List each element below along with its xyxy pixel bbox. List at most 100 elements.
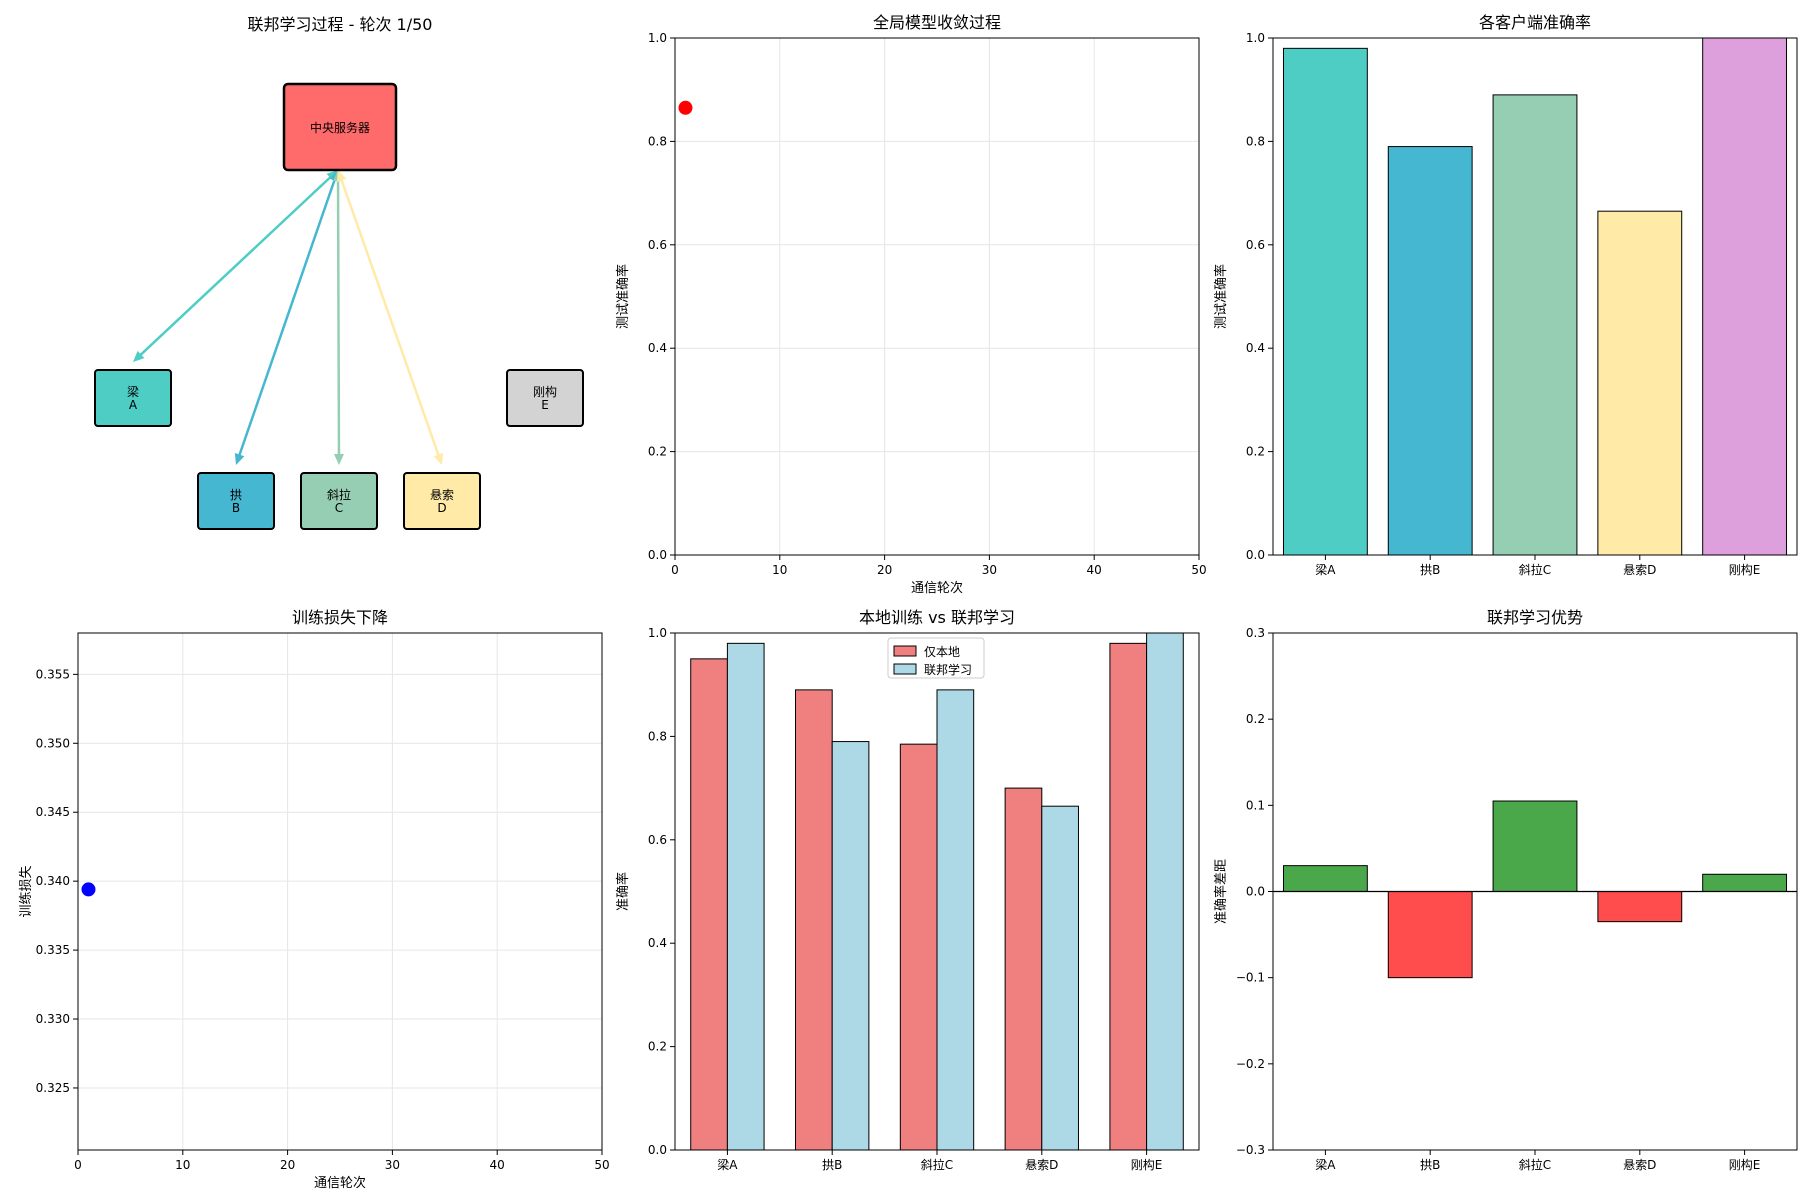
- local-vs-fed-chart-bar-federated: [936, 689, 975, 1151]
- arrow-to-client: [336, 169, 341, 457]
- client-accuracy-chart-title: 各客户端准确率: [1479, 13, 1591, 32]
- local-vs-fed-chart-category-label: 拱B: [822, 1158, 842, 1172]
- convergence-chart-point: [678, 100, 693, 115]
- client-node: [94, 369, 172, 427]
- loss-chart-xtick-label: 10: [175, 1158, 190, 1172]
- arrow-head: [133, 350, 145, 362]
- arrow-to-client: [336, 169, 441, 457]
- loss-chart-ytick-label: 0.325: [36, 1081, 70, 1095]
- client-accuracy-chart-ytick-label: 0.8: [1246, 134, 1265, 148]
- legend-swatch: [893, 645, 917, 657]
- advantage-chart-category-label: 刚构E: [1729, 1157, 1761, 1172]
- local-vs-fed-chart-ytick-label: 0.8: [648, 729, 667, 743]
- loss-chart-xtick-label: 40: [490, 1158, 505, 1172]
- local-vs-fed-chart-ytick-label: 0.0: [648, 1143, 667, 1157]
- advantage-chart-ytick-label: 0.0: [1246, 885, 1265, 899]
- client-node: [197, 472, 275, 530]
- convergence-chart-ytick-label: 0.8: [648, 134, 667, 148]
- loss-chart: 0.325 0.330 0.335 0.340 0.345 0.350 0.355 0 10 20…: [19, 608, 610, 1191]
- convergence-chart: 0.0 0.2 0.4 0.6 0.8 1.0 0 10 20 30 40 50 全局模型收敛过程通信轮…: [615, 13, 1207, 596]
- advantage-chart-ytick-label: 0.1: [1246, 798, 1265, 812]
- client-accuracy-chart-bar: [1282, 47, 1368, 556]
- legend-swatch: [893, 663, 917, 675]
- convergence-chart-xtick-label: 50: [1191, 563, 1206, 577]
- client-accuracy-chart-category-label: 斜拉C: [1519, 562, 1551, 577]
- client-letter: B: [232, 501, 240, 515]
- advantage-chart-bar: [1492, 800, 1578, 893]
- advantage-chart-category-label: 拱B: [1420, 1158, 1440, 1172]
- convergence-chart-xlabel: 通信轮次: [911, 580, 963, 596]
- arrow-head: [433, 452, 444, 465]
- client-accuracy-chart-ytick-label: 1.0: [1246, 31, 1265, 45]
- local-vs-fed-chart-title: 本地训练 vs 联邦学习: [859, 608, 1015, 627]
- loss-chart-xtick-label: 30: [385, 1158, 400, 1172]
- advantage-chart-ytick-label: 0.2: [1246, 712, 1265, 726]
- loss-chart-xtick-label: 0: [74, 1158, 82, 1172]
- local-vs-fed-chart-ytick-label: 0.4: [648, 936, 667, 950]
- client-accuracy-chart-bar: [1387, 146, 1473, 556]
- local-vs-fed-chart-category-label: 斜拉C: [921, 1157, 953, 1172]
- arrow-head: [326, 170, 338, 182]
- local-vs-fed-chart-bar-federated: [1041, 805, 1079, 1151]
- loss-chart-ytick-label: 0.340: [36, 874, 70, 888]
- client-accuracy-chart-bar: [1597, 210, 1683, 556]
- network-title: 联邦学习过程 - 轮次 1/50: [248, 15, 433, 34]
- advantage-chart-bar: [1387, 891, 1473, 979]
- convergence-chart-xtick-label: 20: [877, 563, 892, 577]
- advantage-chart: −0.3 −0.2 −0.1 0.0 0.1 0.2 0.3 梁A 拱B 斜拉C 悬索D 刚构E 联邦学…: [1213, 608, 1798, 1172]
- local-vs-fed-chart-category-label: 刚构E: [1131, 1157, 1163, 1172]
- client-accuracy-chart-ylabel: 测试准确率: [1213, 264, 1229, 329]
- client-accuracy-chart-bar: [1702, 37, 1788, 556]
- arrow-to-client: [138, 169, 339, 357]
- loss-chart-point: [81, 882, 96, 897]
- local-vs-fed-chart-ytick-label: 0.6: [648, 833, 667, 847]
- client-accuracy-chart-ytick-label: 0.6: [1246, 238, 1265, 252]
- convergence-chart-frame: [674, 37, 1200, 556]
- convergence-chart-ytick-label: 0.2: [648, 445, 667, 459]
- local-vs-fed-chart-category-label: 悬索D: [1025, 1158, 1058, 1172]
- local-vs-fed-chart-bar-local: [1004, 787, 1043, 1151]
- advantage-chart-bar: [1702, 873, 1788, 892]
- client-node: [506, 369, 584, 427]
- convergence-chart-ytick-label: 0.6: [648, 238, 667, 252]
- advantage-chart-category-label: 悬索D: [1623, 1158, 1656, 1172]
- convergence-chart-ylabel: 测试准确率: [615, 264, 631, 329]
- local-vs-fed-chart-bar-local: [690, 658, 728, 1151]
- legend-label: 仅本地: [924, 645, 960, 659]
- advantage-chart-frame: [1272, 632, 1798, 1151]
- advantage-chart-bar: [1282, 865, 1368, 893]
- client-node: [300, 472, 378, 530]
- client-letter: E: [541, 398, 549, 412]
- loss-chart-xlabel: 通信轮次: [314, 1175, 366, 1191]
- loss-chart-ytick-label: 0.355: [36, 667, 70, 681]
- arrow-to-client: [237, 169, 340, 457]
- local-vs-fed-chart-ylabel: 准确率: [615, 872, 631, 911]
- client-name: 悬索: [430, 488, 454, 502]
- client-accuracy-chart-ytick-label: 0.0: [1246, 548, 1265, 562]
- loss-chart-xtick-label: 50: [594, 1158, 609, 1172]
- advantage-chart-ytick-label: −0.3: [1236, 1143, 1265, 1157]
- legend-label: 联邦学习: [924, 662, 972, 677]
- local-vs-fed-chart-bar-federated: [726, 642, 765, 1151]
- loss-chart-ytick-label: 0.345: [36, 805, 70, 819]
- local-vs-fed-chart-bar-federated: [831, 741, 870, 1151]
- local-vs-fed-chart-bar-federated: [1146, 632, 1184, 1151]
- loss-chart-ytick-label: 0.335: [36, 943, 70, 957]
- arrow-head: [336, 170, 347, 183]
- advantage-chart-bar: [1597, 891, 1683, 923]
- local-vs-fed-chart-category-label: 梁A: [717, 1157, 738, 1172]
- client-accuracy-chart-category-label: 刚构E: [1729, 562, 1761, 577]
- client-accuracy-chart-bar: [1492, 94, 1578, 556]
- loss-chart-ytick-label: 0.350: [36, 736, 70, 750]
- client-accuracy-chart-ytick-label: 0.4: [1246, 341, 1265, 355]
- client-accuracy-chart-frame: [1272, 37, 1798, 556]
- client-accuracy-chart-category-label: 悬索D: [1623, 563, 1656, 577]
- convergence-chart-ytick-label: 0.0: [648, 548, 667, 562]
- convergence-chart-xtick-label: 30: [982, 563, 997, 577]
- advantage-chart-category-label: 斜拉C: [1519, 1157, 1551, 1172]
- server-node: [282, 82, 398, 172]
